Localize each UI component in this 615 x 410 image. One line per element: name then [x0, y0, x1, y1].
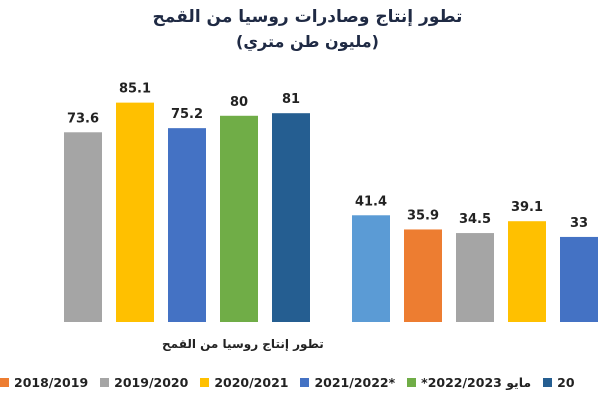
- legend-label: 2018/2019: [14, 374, 89, 390]
- bar-value-label: 39.1: [511, 200, 543, 215]
- category-label: تطور إنتاج روسيا من القمح: [162, 337, 324, 352]
- legend-item: 2018/2019: [0, 375, 88, 390]
- bar: [352, 215, 390, 322]
- chart-legend: 2018/2019 2019/2020 2020/2021 2021/2022* *20…: [0, 371, 575, 393]
- bar: [116, 102, 154, 323]
- legend-label: 20: [557, 374, 575, 390]
- legend-swatch: [200, 377, 210, 387]
- legend-swatch: [543, 377, 553, 387]
- legend-label: 2019/2020: [114, 374, 189, 390]
- bar-value-label: 34.5: [459, 212, 491, 227]
- bar-value-label: 85.1: [119, 82, 151, 97]
- legend-label: 2020/2021: [214, 374, 289, 390]
- bar: [220, 115, 258, 323]
- bar: [508, 221, 546, 322]
- bar-value-label: 33: [570, 216, 588, 231]
- bar-value-label: 35.9: [407, 208, 439, 223]
- legend-swatch: [407, 377, 417, 387]
- bar-value-label: 75.2: [171, 107, 203, 122]
- bar-value-label: 73.6: [67, 111, 99, 126]
- bar-value-label: 81: [282, 92, 300, 107]
- legend-item: *2022/2023 مايو: [407, 375, 531, 390]
- bar: [272, 113, 310, 322]
- legend-label: *2022/2023 مايو: [421, 374, 532, 390]
- bar: [560, 236, 598, 322]
- legend-item: 2021/2022*: [300, 375, 395, 390]
- chart-title: تطور إنتاج وصادرات روسيا من القمح: [152, 7, 463, 27]
- bar-value-label: 80: [230, 95, 248, 110]
- legend-swatch: [300, 377, 310, 387]
- bar: [168, 128, 206, 322]
- legend-item: 2019/2020: [100, 375, 188, 390]
- legend-label: 2021/2022*: [314, 374, 396, 390]
- legend-swatch: [0, 377, 9, 387]
- bar: [404, 229, 442, 322]
- legend-item: 2020/2021: [200, 375, 288, 390]
- legend-item: 20: [543, 374, 575, 390]
- bar: [456, 233, 494, 322]
- legend-swatch: [100, 377, 110, 387]
- bar-value-label: 41.4: [355, 194, 387, 209]
- bar: [64, 132, 102, 322]
- chart-subtitle: (مليون طن متري): [236, 32, 379, 51]
